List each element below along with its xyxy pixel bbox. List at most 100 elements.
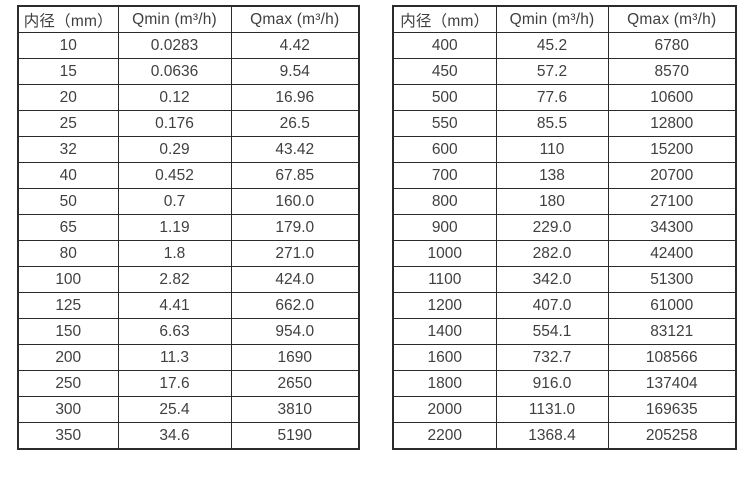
table-row: 700 138 20700 (392, 162, 737, 189)
header-qmax: Qmax (m³/h) (607, 5, 737, 33)
table-row: 125 4.41 662.0 (17, 292, 360, 319)
table-cell: 2.82 (117, 266, 232, 293)
table-cell: 424.0 (230, 266, 360, 293)
table-cell: 5190 (230, 422, 360, 450)
table-cell: 15 (17, 58, 119, 85)
table-cell: 80 (17, 240, 119, 267)
table-row: 600 110 15200 (392, 136, 737, 163)
table-row: 450 57.2 8570 (392, 58, 737, 85)
table-cell: 57.2 (495, 58, 609, 85)
table-cell: 1.19 (117, 214, 232, 241)
table-cell: 3810 (230, 396, 360, 423)
table-cell: 150 (17, 318, 119, 345)
table-row: 2000 1131.0 169635 (392, 396, 737, 423)
table-cell: 916.0 (495, 370, 609, 397)
table-cell: 0.29 (117, 136, 232, 163)
table-cell: 400 (392, 32, 497, 59)
table-cell: 407.0 (495, 292, 609, 319)
table-row: 900 229.0 34300 (392, 214, 737, 241)
table-cell: 1100 (392, 266, 497, 293)
table-cell: 43.42 (230, 136, 360, 163)
header-qmax: Qmax (m³/h) (230, 5, 360, 33)
table-cell: 1000 (392, 240, 497, 267)
table-cell: 25.4 (117, 396, 232, 423)
table-cell: 10 (17, 32, 119, 59)
table-cell: 20700 (607, 162, 737, 189)
table-row: 150 6.63 954.0 (17, 318, 360, 345)
table-cell: 250 (17, 370, 119, 397)
header-qmin: Qmin (m³/h) (495, 5, 609, 33)
table-cell: 51300 (607, 266, 737, 293)
table-cell: 15200 (607, 136, 737, 163)
table-row: 65 1.19 179.0 (17, 214, 360, 241)
table-cell: 61000 (607, 292, 737, 319)
table-cell: 2000 (392, 396, 497, 423)
table-row: 1000 282.0 42400 (392, 240, 737, 267)
table-row: 350 34.6 5190 (17, 422, 360, 450)
table-cell: 50 (17, 188, 119, 215)
table-cell: 271.0 (230, 240, 360, 267)
table-cell: 179.0 (230, 214, 360, 241)
table-cell: 1368.4 (495, 422, 609, 450)
table-cell: 200 (17, 344, 119, 371)
table-cell: 282.0 (495, 240, 609, 267)
table-cell: 45.2 (495, 32, 609, 59)
table-cell: 4.42 (230, 32, 360, 59)
table-cell: 1200 (392, 292, 497, 319)
table-row: 200 11.3 1690 (17, 344, 360, 371)
table-cell: 450 (392, 58, 497, 85)
table-cell: 100 (17, 266, 119, 293)
table-cell: 138 (495, 162, 609, 189)
table-cell: 6780 (607, 32, 737, 59)
table-cell: 0.176 (117, 110, 232, 137)
table-cell: 34.6 (117, 422, 232, 450)
table-row: 50 0.7 160.0 (17, 188, 360, 215)
table-row: 300 25.4 3810 (17, 396, 360, 423)
table-cell: 300 (17, 396, 119, 423)
table-cell: 42400 (607, 240, 737, 267)
header-row: 内径（mm） Qmin (m³/h) Qmax (m³/h) (392, 5, 737, 33)
table-cell: 1800 (392, 370, 497, 397)
table-cell: 600 (392, 136, 497, 163)
table-cell: 2650 (230, 370, 360, 397)
table-cell: 11.3 (117, 344, 232, 371)
flow-table-large-diameter: 内径（mm） Qmin (m³/h) Qmax (m³/h) 400 45.2 67… (392, 5, 737, 450)
table-cell: 900 (392, 214, 497, 241)
table-cell: 16.96 (230, 84, 360, 111)
table-row: 1200 407.0 61000 (392, 292, 737, 319)
table-row: 500 77.6 10600 (392, 84, 737, 111)
table-row: 1600 732.7 108566 (392, 344, 737, 371)
table-row: 1800 916.0 137404 (392, 370, 737, 397)
table-cell: 180 (495, 188, 609, 215)
table-row: 100 2.82 424.0 (17, 266, 360, 293)
table-cell: 4.41 (117, 292, 232, 319)
table-cell: 40 (17, 162, 119, 189)
header-diameter: 内径（mm） (392, 5, 497, 33)
table-cell: 1131.0 (495, 396, 609, 423)
flow-rate-tables: 内径（mm） Qmin (m³/h) Qmax (m³/h) 10 0.0283 4… (17, 5, 737, 450)
table-cell: 1690 (230, 344, 360, 371)
table-cell: 0.0283 (117, 32, 232, 59)
table-cell: 1400 (392, 318, 497, 345)
table-cell: 110 (495, 136, 609, 163)
table-cell: 350 (17, 422, 119, 450)
table-body-small-diameter: 10 0.0283 4.42 15 0.0636 9.54 20 0.12 16.96 25 0.1… (17, 32, 360, 450)
table-cell: 26.5 (230, 110, 360, 137)
table-cell: 77.6 (495, 84, 609, 111)
table-cell: 1.8 (117, 240, 232, 267)
table-cell: 25 (17, 110, 119, 137)
table-cell: 732.7 (495, 344, 609, 371)
table-cell: 500 (392, 84, 497, 111)
table-cell: 700 (392, 162, 497, 189)
table-cell: 954.0 (230, 318, 360, 345)
table-cell: 10600 (607, 84, 737, 111)
table-cell: 800 (392, 188, 497, 215)
table-cell: 662.0 (230, 292, 360, 319)
table-cell: 20 (17, 84, 119, 111)
table-cell: 12800 (607, 110, 737, 137)
table-cell: 0.7 (117, 188, 232, 215)
table-row: 15 0.0636 9.54 (17, 58, 360, 85)
header-qmin: Qmin (m³/h) (117, 5, 232, 33)
table-row: 32 0.29 43.42 (17, 136, 360, 163)
table-cell: 108566 (607, 344, 737, 371)
